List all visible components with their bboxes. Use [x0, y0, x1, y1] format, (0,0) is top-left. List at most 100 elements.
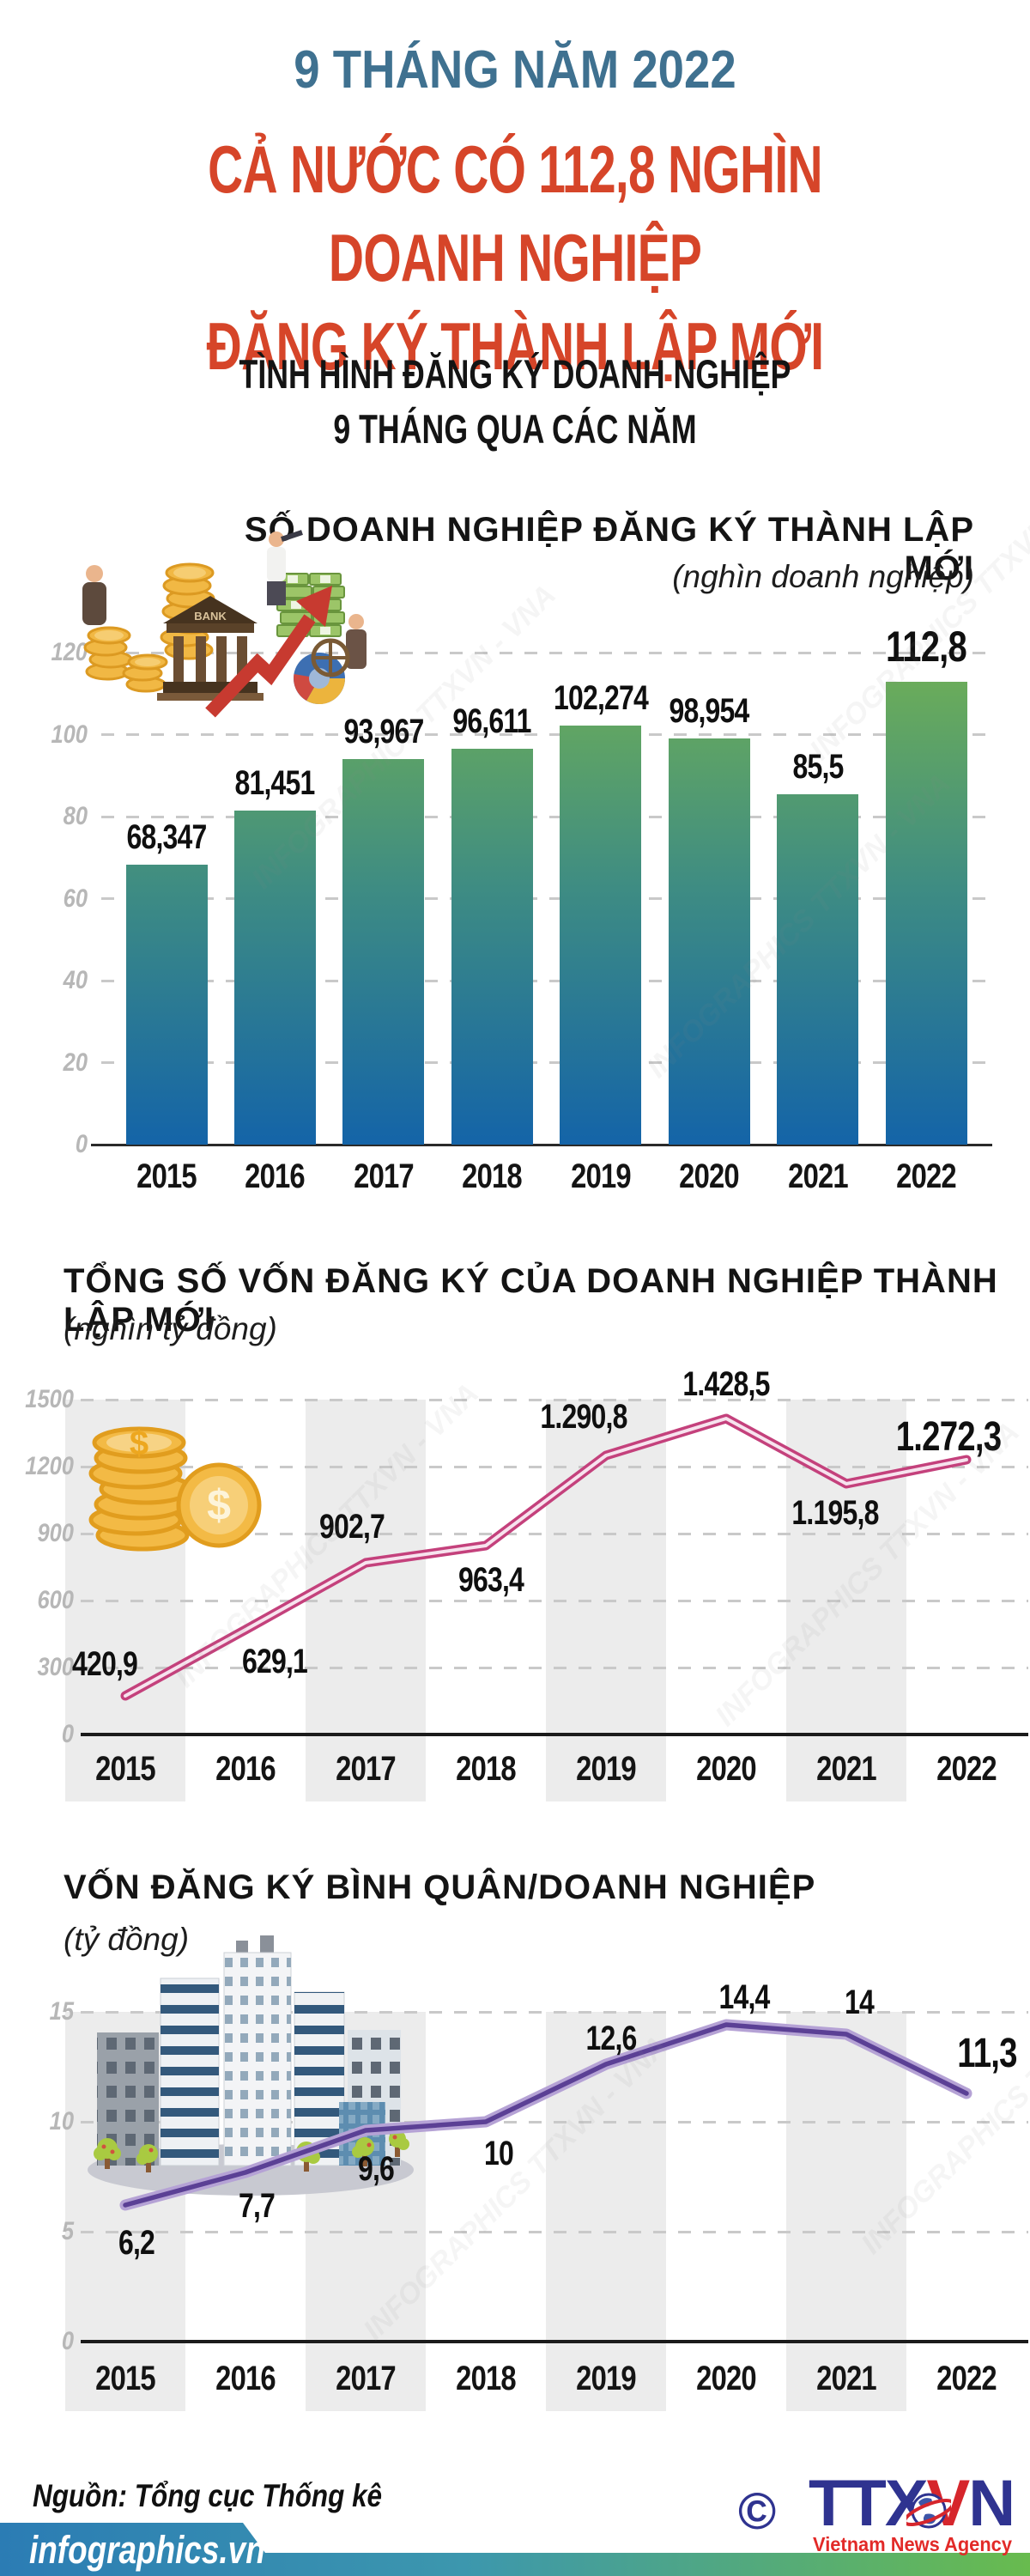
period-title: 9 THÁNG NĂM 2022 — [294, 40, 736, 100]
bar-x-year-label: 2018 — [462, 1157, 523, 1195]
line-axis-tick-label: 300 — [37, 1653, 74, 1681]
line-value-label: 1.290,8 — [540, 1398, 627, 1436]
line-x-year-label: 2019 — [576, 1750, 637, 1788]
line-x-year-label: 2022 — [936, 2360, 997, 2397]
svg-text:$: $ — [207, 1481, 231, 1529]
line-x-year-label: 2019 — [576, 2360, 637, 2397]
bar-x-year-label: 2017 — [354, 1157, 415, 1195]
bar-axis-tick-label: 60 — [63, 884, 88, 913]
bar-x-year-label: 2020 — [679, 1157, 740, 1195]
line-x-year-label: 2016 — [215, 1750, 276, 1788]
businessman-icon — [82, 565, 106, 625]
section-subtitle-line2: 9 THÁNG QUA CÁC NĂM — [333, 406, 697, 452]
bar-axis-tick-label: 120 — [51, 638, 88, 666]
bar-value-label: 68,347 — [126, 818, 207, 856]
line-x-year-label: 2020 — [696, 1750, 757, 1788]
line-x-year-label: 2017 — [336, 2360, 397, 2397]
coin-stack-icon — [83, 562, 216, 693]
bar-2016 — [233, 811, 316, 1145]
bar-gridline — [101, 1061, 991, 1064]
bar-axis-tick-label: 80 — [63, 802, 88, 830]
line-axis-tick-label: 0 — [61, 1720, 74, 1748]
line-axis-tick-label: 1500 — [25, 1385, 75, 1413]
line-x-year-label: 2018 — [456, 2360, 517, 2397]
line-value-label: 963,4 — [457, 1561, 524, 1599]
bar-2017 — [342, 759, 425, 1145]
bar-2018 — [451, 749, 533, 1145]
line-value-label: 1.428,5 — [682, 1365, 770, 1403]
bar-gridline — [101, 733, 991, 736]
bar-axis-tick-label: 40 — [63, 966, 88, 994]
bar-axis-tick-label: 100 — [51, 720, 88, 749]
logo-ttx: TTX — [809, 2467, 929, 2540]
bar-axis-tick-label: 20 — [63, 1048, 88, 1077]
line-axis-tick-label: 10 — [49, 2107, 74, 2136]
line-value-label: 7,7 — [238, 2187, 276, 2225]
main-title-line2: ĐĂNG KÝ THÀNH LẬP MỚI — [206, 308, 824, 384]
bar-axis-tick-label: 0 — [75, 1130, 88, 1158]
bar-2021 — [777, 794, 859, 1145]
bar-2020 — [668, 738, 750, 1145]
bar-gridline — [101, 897, 991, 900]
line-x-year-label: 2022 — [936, 1750, 997, 1788]
agency-name: Vietnam News Agency — [813, 2533, 1012, 2555]
line-value-label: 6,2 — [118, 2224, 155, 2262]
ttxvn-logo: TTXVN — [809, 2467, 1015, 2540]
line-x-year-label: 2015 — [95, 1750, 156, 1788]
line-axis-tick-label: 600 — [37, 1586, 74, 1614]
bar-value-label: 81,451 — [234, 764, 316, 802]
bar-x-year-label: 2021 — [787, 1157, 849, 1195]
bar-x-year-label: 2016 — [245, 1157, 306, 1195]
bar-2022 — [885, 682, 967, 1145]
gold-coins-illustration: $ $ — [88, 1425, 262, 1552]
line-axis-tick-label: 5 — [61, 2217, 74, 2245]
line-value-label: 14 — [845, 1984, 875, 2021]
bar-chart-title: SỐ DOANH NGHIỆP ĐĂNG KÝ THÀNH LẬP MỚI — [244, 511, 974, 587]
bar-baseline — [91, 1144, 992, 1146]
line-gridline — [81, 2230, 1028, 2233]
line-x-year-label: 2021 — [816, 1750, 877, 1788]
source-note: Nguồn: Tổng cục Thống kê — [33, 2478, 383, 2513]
bar-value-label: 102,274 — [553, 679, 649, 717]
line-x-year-label: 2016 — [215, 2360, 276, 2397]
business-growth-illustration: BANK — [82, 530, 367, 718]
main-title: CẢ NƯỚC CÓ 112,8 NGHÌN DOANH NGHIỆP ĐĂNG… — [139, 125, 891, 391]
line-gridline — [81, 2010, 1028, 2014]
bar-2019 — [560, 726, 642, 1145]
growth-arrow-icon — [205, 586, 332, 718]
line-axis-tick-label: 15 — [49, 1997, 74, 2026]
line-x-year-label: 2018 — [456, 1750, 517, 1788]
lookout-businessman-icon — [267, 530, 303, 605]
section-subtitle: TÌNH HÌNH ĐĂNG KÝ DOANH NGHIỆP 9 THÁNG Q… — [124, 347, 906, 457]
bar-gridline — [101, 815, 991, 818]
line-x-year-label: 2017 — [336, 1750, 397, 1788]
svg-text:$: $ — [130, 1425, 148, 1462]
bar-value-label: 93,967 — [343, 713, 424, 750]
bar-x-year-label: 2019 — [570, 1157, 632, 1195]
avg-chart-unit: (tỷ đồng) — [64, 1922, 190, 1957]
bar-2015 — [125, 865, 208, 1145]
line-axis-tick-label: 0 — [61, 2327, 74, 2355]
line-value-label: 420,9 — [71, 1645, 138, 1683]
building-icons — [97, 1935, 401, 2166]
line-baseline — [81, 1733, 1028, 1736]
avg-chart-title: VỐN ĐĂNG KÝ BÌNH QUÂN/DOANH NGHIỆP — [64, 1868, 816, 1906]
bar-value-label: 85,5 — [792, 748, 844, 786]
pie-chart-icon — [294, 653, 345, 705]
line-x-year-label: 2021 — [816, 2360, 877, 2397]
line-x-year-label: 2015 — [95, 2360, 156, 2397]
bar-value-label: 98,954 — [669, 692, 750, 730]
line-value-label: 14,4 — [718, 1978, 770, 2016]
helmsman-icon — [311, 614, 367, 677]
line-baseline — [81, 2340, 1028, 2343]
globe-icon — [906, 2493, 951, 2529]
site-label: infographics.vn — [29, 2528, 265, 2572]
line-value-label: 11,3 — [957, 2031, 1017, 2076]
bar-gridline — [101, 651, 991, 654]
bar-gridline — [101, 979, 991, 982]
bar-chart-unit: (nghìn doanh nghiệp) — [672, 559, 974, 594]
bar-value-label: 96,611 — [452, 702, 532, 740]
line-x-year-label: 2020 — [696, 2360, 757, 2397]
capital-chart-unit: (nghìn tỷ đồng) — [64, 1311, 277, 1346]
